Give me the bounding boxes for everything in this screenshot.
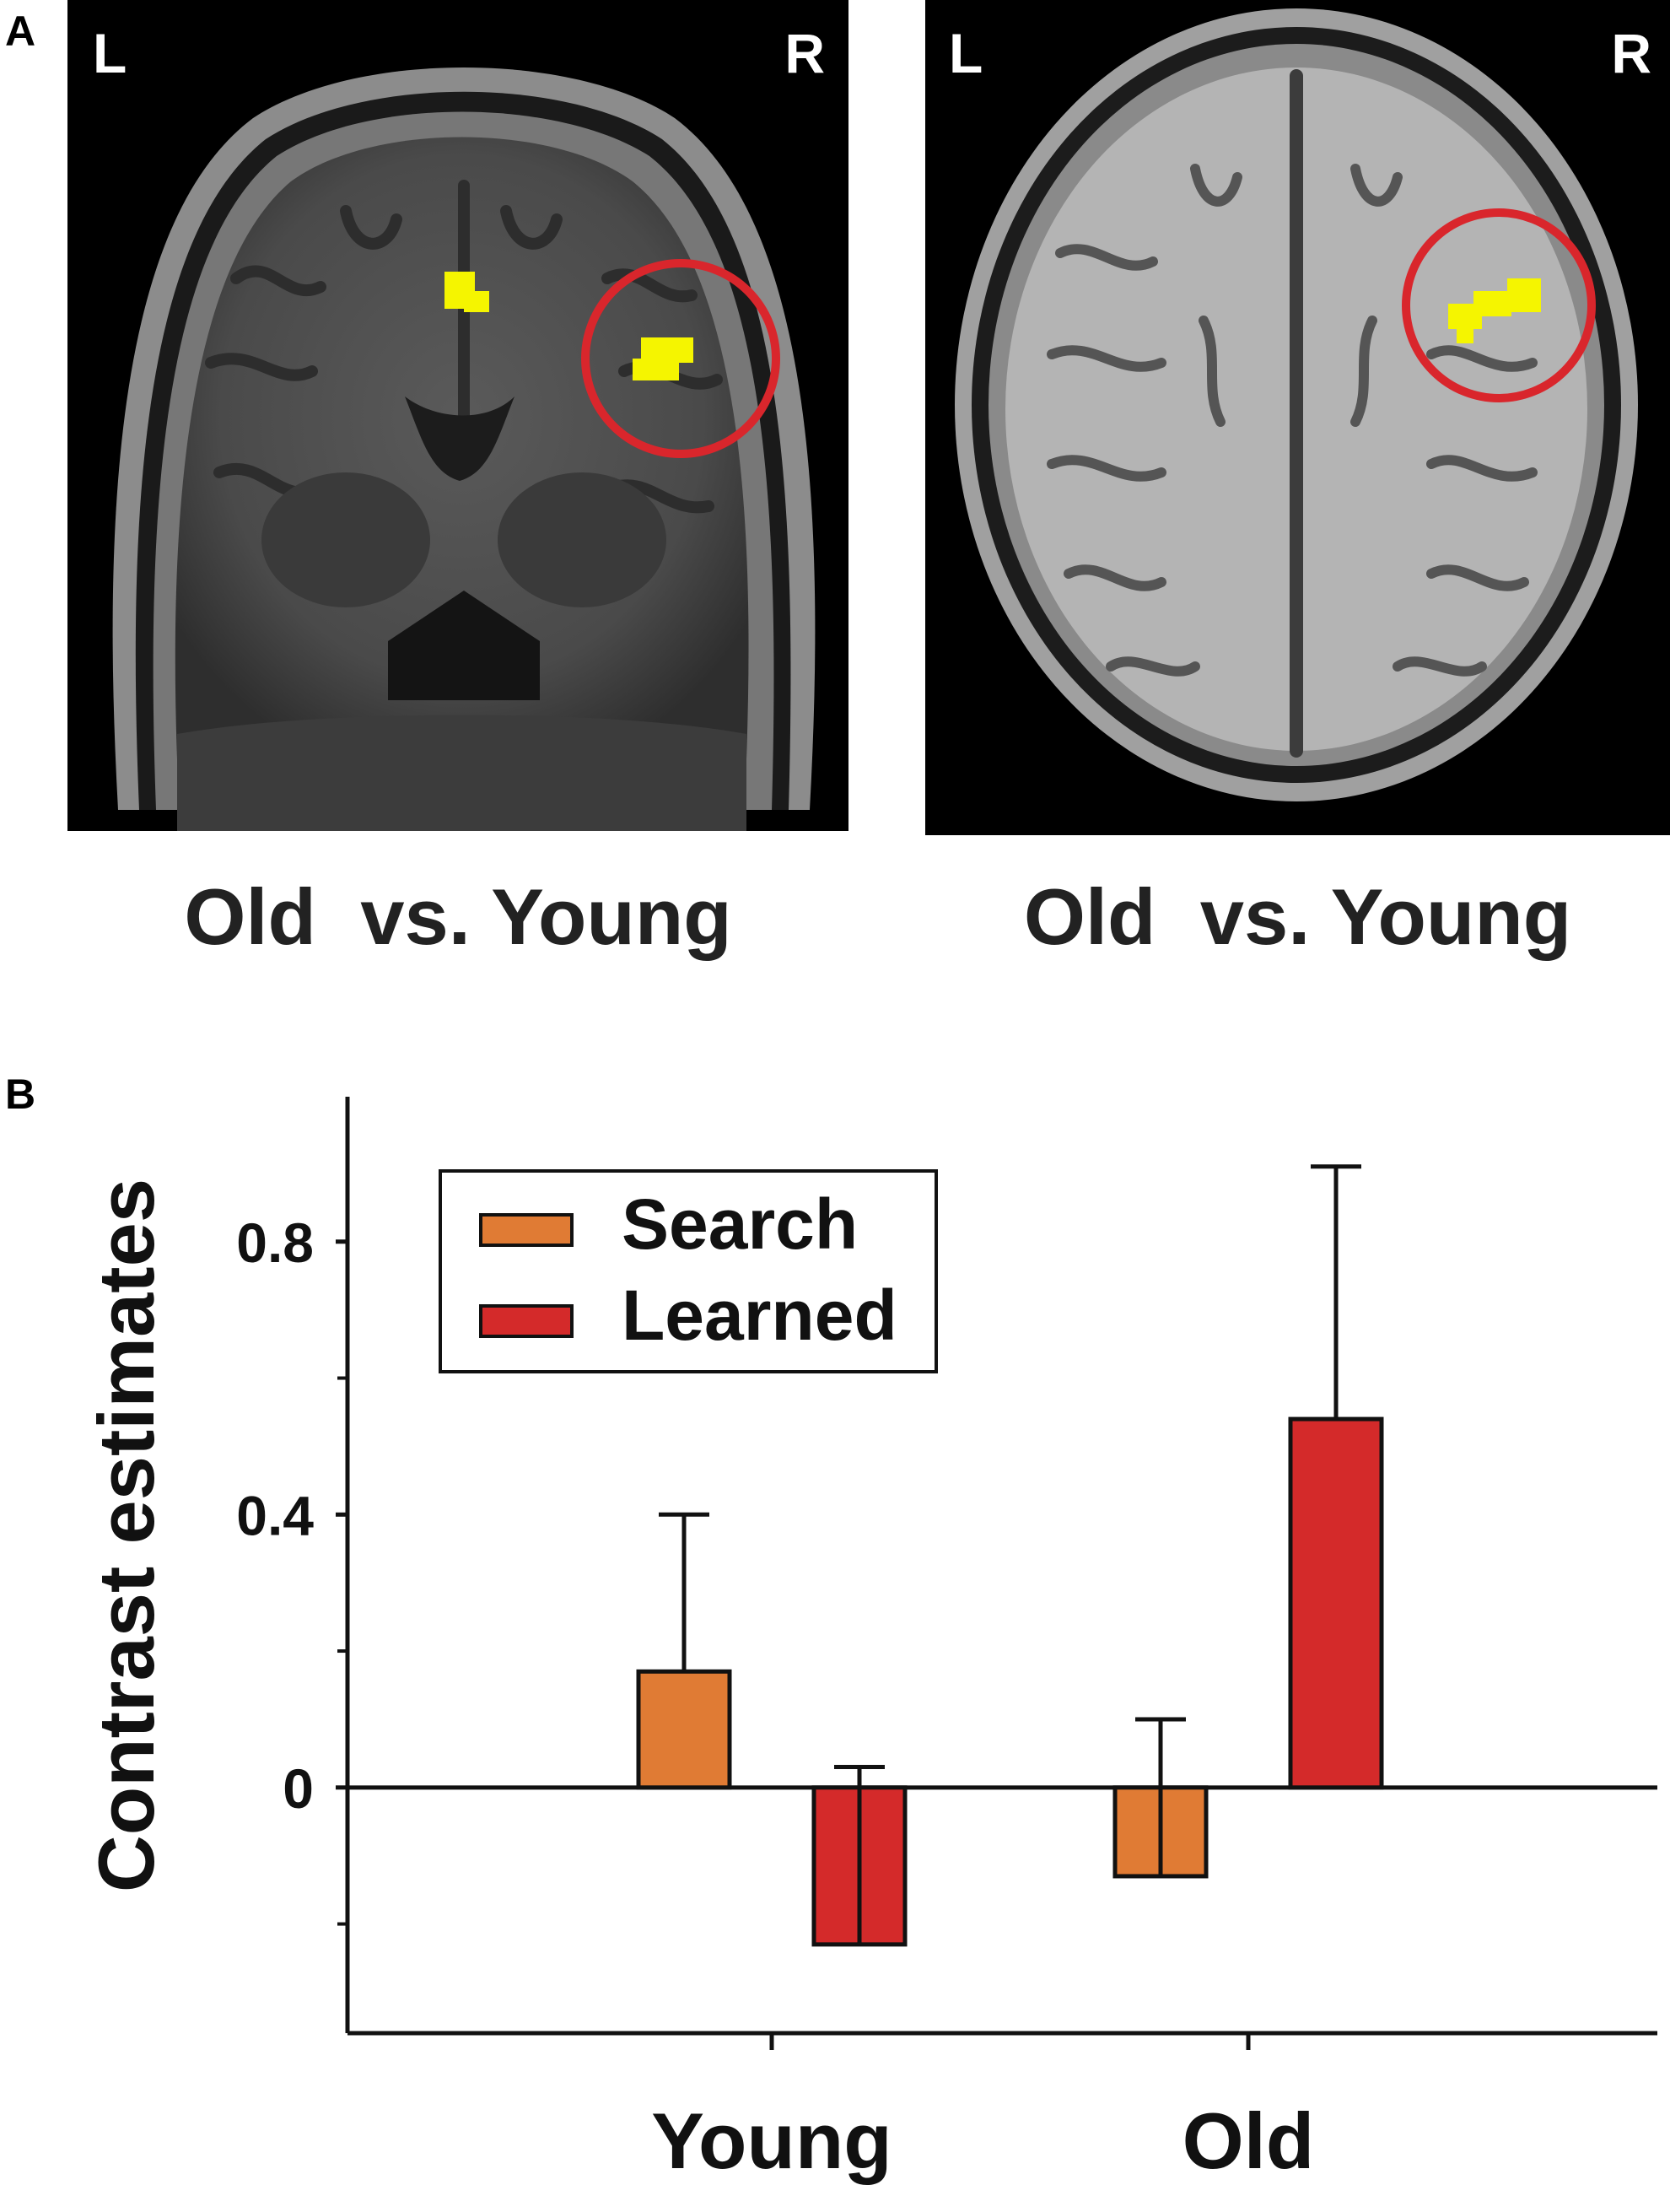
- left-hemisphere-label: L: [949, 22, 983, 84]
- brain-image-coronal: L R: [67, 0, 848, 831]
- panel-letter-b: B: [5, 1071, 36, 1118]
- bar-chart: 0 0.4 0.8 Contrast estimates Young Old Search L…: [82, 1097, 1657, 2185]
- roi-circle: [1402, 208, 1596, 402]
- bar-learned: [1288, 1416, 1384, 1790]
- legend-label: Learned: [622, 1276, 897, 1355]
- panel-letter-a: A: [5, 8, 36, 55]
- axial-brain-drawing: [925, 0, 1670, 835]
- y-tick-label: 0.8: [236, 1211, 314, 1274]
- roi-circle: [581, 259, 780, 458]
- x-category-label: Young: [651, 2096, 892, 2185]
- right-hemisphere-label: R: [784, 22, 825, 84]
- y-tick-label: 0.4: [236, 1484, 314, 1546]
- brain-image-axial: L R: [925, 0, 1670, 835]
- right-hemisphere-label: R: [1611, 22, 1651, 84]
- y-tick-label: 0: [283, 1757, 314, 1820]
- legend-label: Search: [622, 1184, 858, 1264]
- legend-box: [439, 1169, 938, 1373]
- caption-left-image: Old vs. Young: [184, 872, 732, 961]
- y-axis-label: Contrast estimates: [82, 1179, 170, 1892]
- x-category-label: Old: [1182, 2096, 1315, 2185]
- coronal-brain-drawing: [67, 0, 848, 831]
- bar-search: [636, 1669, 732, 1790]
- left-hemisphere-label: L: [93, 22, 127, 84]
- caption-right-image: Old vs. Young: [1023, 872, 1572, 961]
- legend-swatch: [479, 1213, 574, 1247]
- legend-swatch: [479, 1304, 574, 1338]
